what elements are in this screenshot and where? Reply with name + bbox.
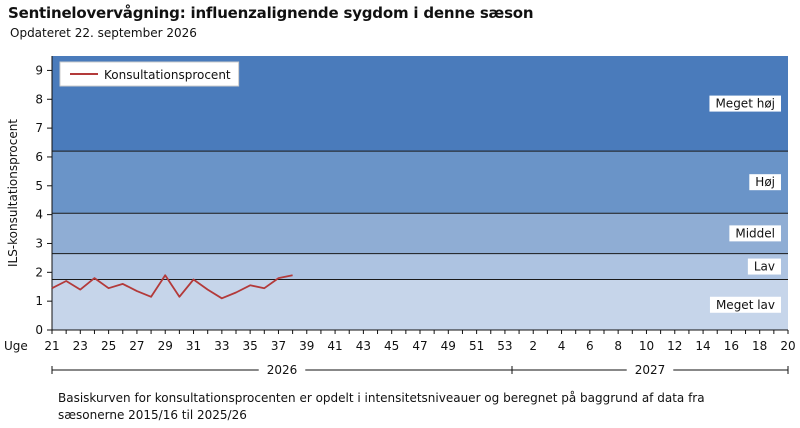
x-tick-label: 35 [243, 339, 258, 353]
y-tick-label: 4 [35, 208, 43, 222]
series-line-0 [51, 274, 293, 300]
x-tick-label: 33 [214, 339, 229, 353]
band-3 [52, 151, 788, 214]
band-label-box [729, 225, 781, 242]
x-tick-label: 37 [271, 339, 286, 353]
x-tick-label: 12 [667, 339, 682, 353]
x-tick-label: 14 [695, 339, 710, 353]
band-label: Høj [755, 175, 775, 189]
band-label: Lav [754, 260, 775, 274]
x-tick-label: 39 [299, 339, 314, 353]
y-tick-label: 7 [35, 121, 43, 135]
x-tick-label: 45 [384, 339, 399, 353]
x-tick-label: 20 [780, 339, 795, 353]
x-tick-label: 29 [158, 339, 173, 353]
x-tick-label: 31 [186, 339, 201, 353]
x-tick-label: 47 [412, 339, 427, 353]
y-tick-label: 9 [35, 63, 43, 77]
y-tick-label: 6 [35, 150, 43, 164]
y-tick-label: 8 [35, 92, 43, 106]
x-tick-label: 8 [614, 339, 622, 353]
band-0 [52, 279, 788, 330]
band-label-box [709, 296, 781, 313]
y-tick-label: 0 [35, 323, 43, 337]
x-tick-label: 10 [639, 339, 654, 353]
band-label-box [747, 258, 781, 275]
x-tick-label: 53 [497, 339, 512, 353]
band-1 [52, 253, 788, 280]
x-tick-label: 25 [101, 339, 116, 353]
x-tick-label: 23 [73, 339, 88, 353]
x-tick-label: 2 [529, 339, 537, 353]
chart-title: Sentinelovervågning: influenzalignende s… [8, 4, 534, 22]
band-label: Meget lav [716, 298, 775, 312]
chart-subtitle: Opdateret 22. september 2026 [10, 26, 197, 40]
chart-footnote: Basiskurven for konsultationsprocenten e… [58, 391, 705, 422]
band-label: Meget høj [715, 97, 775, 111]
x-tick-label: 21 [44, 339, 59, 353]
y-axis-title: ILS-konsultationsprocent [6, 119, 20, 267]
x-tick-label: 51 [469, 339, 484, 353]
band-label: Middel [735, 226, 775, 240]
y-tick-label: 3 [35, 236, 43, 250]
band-2 [52, 213, 788, 254]
legend-label: Konsultationsprocent [104, 68, 231, 82]
year-label: 2026 [267, 363, 298, 377]
band-label-box [749, 174, 781, 191]
y-tick-label: 1 [35, 294, 43, 308]
x-tick-label: 27 [129, 339, 144, 353]
x-tick-label: 16 [724, 339, 739, 353]
x-tick-label: 41 [327, 339, 342, 353]
y-tick-label: 5 [35, 179, 43, 193]
x-tick-label: 43 [356, 339, 371, 353]
x-tick-label: 6 [586, 339, 594, 353]
band-label-box [709, 95, 781, 112]
x-axis-prefix: Uge [4, 339, 28, 353]
x-tick-label: 49 [441, 339, 456, 353]
y-tick-label: 2 [35, 265, 43, 279]
year-label: 2027 [635, 363, 666, 377]
x-tick-label: 18 [752, 339, 767, 353]
x-tick-label: 4 [558, 339, 566, 353]
